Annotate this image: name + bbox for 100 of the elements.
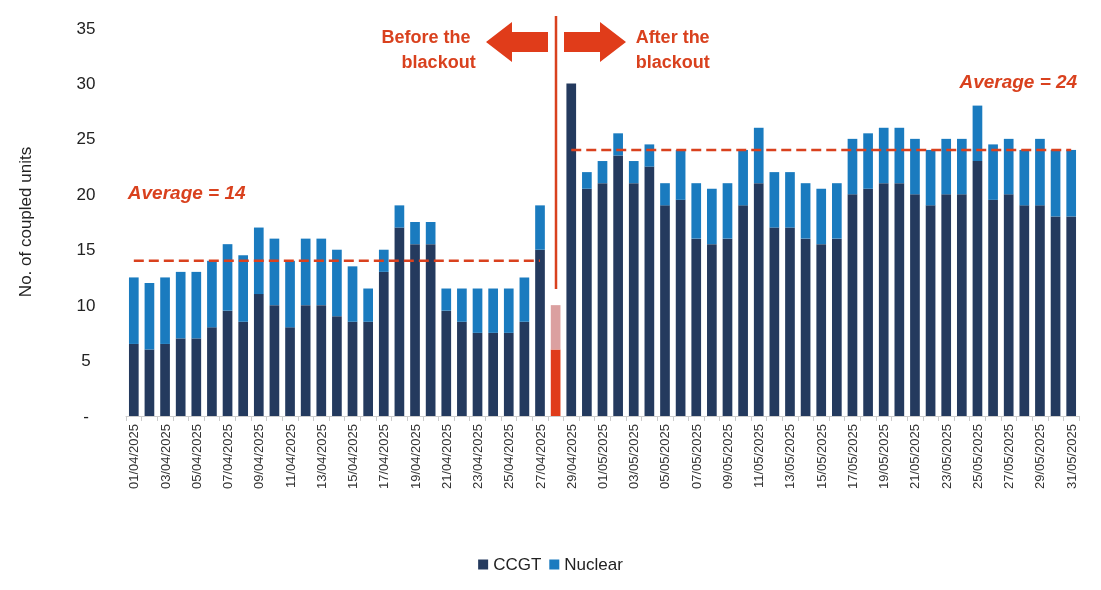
bar — [160, 277, 170, 344]
bar — [785, 227, 795, 416]
bar — [894, 127, 905, 184]
bar — [613, 155, 623, 416]
bar — [410, 244, 420, 416]
x-tick-label: 19/04/2025 — [407, 424, 423, 490]
bar — [925, 205, 936, 416]
bar — [316, 238, 327, 306]
bar — [222, 310, 233, 416]
x-tick-label: 05/04/2025 — [188, 424, 204, 490]
y-tick-label: 10 — [76, 295, 96, 315]
bar — [832, 183, 842, 239]
x-tick-label: 17/04/2025 — [376, 424, 392, 490]
bar — [1050, 149, 1061, 217]
bar — [707, 244, 717, 416]
bar — [441, 310, 452, 416]
bar — [582, 188, 592, 416]
x-tick-label: 27/04/2025 — [532, 424, 548, 490]
bar — [347, 266, 358, 322]
x-tick-label: 03/05/2025 — [626, 424, 642, 490]
bar — [410, 222, 420, 245]
x-tick-label: 11/04/2025 — [282, 424, 298, 489]
bar — [378, 249, 389, 272]
x-tick-label: 11/05/2025 — [751, 424, 767, 489]
bar — [394, 227, 405, 416]
bar — [519, 321, 530, 416]
bar — [832, 238, 842, 416]
annotation: After the blackout — [635, 26, 715, 72]
bar — [300, 238, 311, 306]
x-tick-label: 05/05/2025 — [657, 424, 673, 490]
bar — [878, 183, 889, 416]
bar — [675, 199, 686, 416]
bar — [222, 244, 233, 311]
bar — [191, 338, 202, 416]
annotation: Average = 24 — [958, 70, 1078, 92]
bar — [816, 188, 827, 245]
bar — [535, 249, 545, 416]
bar — [1066, 149, 1077, 217]
bar — [660, 205, 670, 416]
bar — [550, 305, 561, 350]
y-axis-title: No. of coupled units — [16, 146, 35, 298]
bar — [847, 194, 858, 416]
bar — [253, 227, 264, 295]
bar — [691, 183, 702, 239]
bar — [472, 332, 483, 416]
bar — [816, 244, 827, 416]
x-tick-label: 25/04/2025 — [501, 424, 517, 490]
x-tick-label: 13/05/2025 — [782, 424, 798, 490]
bar — [207, 260, 217, 328]
bar — [503, 332, 514, 416]
bar — [597, 161, 608, 184]
bar — [488, 332, 498, 416]
x-tick-label: 15/04/2025 — [345, 424, 361, 490]
bar — [457, 288, 467, 322]
legend-label: CCGT — [493, 555, 542, 574]
bar — [300, 305, 311, 416]
x-tick-label: 21/04/2025 — [438, 424, 454, 490]
bar — [972, 105, 983, 162]
x-tick-label: 21/05/2025 — [907, 424, 923, 490]
bar — [738, 205, 748, 416]
x-tick-label: 19/05/2025 — [876, 424, 892, 490]
bar — [628, 183, 639, 416]
bar — [722, 183, 733, 239]
bar — [956, 194, 967, 416]
legend-label: Nuclear — [564, 555, 624, 574]
bar — [988, 199, 998, 416]
bar — [800, 183, 811, 239]
x-tick-label: 07/04/2025 — [220, 424, 236, 490]
bar — [285, 327, 295, 416]
bar — [769, 172, 780, 228]
y-tick-label: 5 — [81, 351, 91, 371]
y-tick-label: 30 — [76, 73, 96, 93]
x-tick-label: 03/04/2025 — [157, 424, 173, 490]
bar — [910, 194, 920, 416]
y-tick-label: 15 — [76, 240, 96, 260]
bar — [910, 138, 920, 195]
x-tick-label: 23/04/2025 — [470, 424, 486, 490]
bar — [769, 227, 780, 416]
bar — [519, 277, 530, 322]
x-tick-label: 25/05/2025 — [969, 424, 985, 490]
bar — [1066, 216, 1077, 416]
bar — [472, 288, 483, 333]
bar — [644, 166, 655, 416]
bar — [144, 282, 155, 350]
bar — [753, 183, 764, 416]
bar — [488, 288, 498, 333]
bar — [128, 343, 139, 416]
y-tick-label: 20 — [76, 184, 96, 204]
x-tick-label: 15/05/2025 — [813, 424, 829, 490]
bar — [722, 238, 733, 416]
bar — [691, 238, 702, 416]
x-tick-label: 29/04/2025 — [563, 424, 579, 490]
y-tick-label: 25 — [76, 129, 96, 149]
bar — [1019, 205, 1030, 416]
bar — [941, 138, 952, 195]
bar — [941, 194, 952, 416]
bar — [238, 321, 249, 416]
bar — [394, 205, 405, 228]
bar — [707, 188, 717, 245]
bar — [582, 172, 592, 189]
